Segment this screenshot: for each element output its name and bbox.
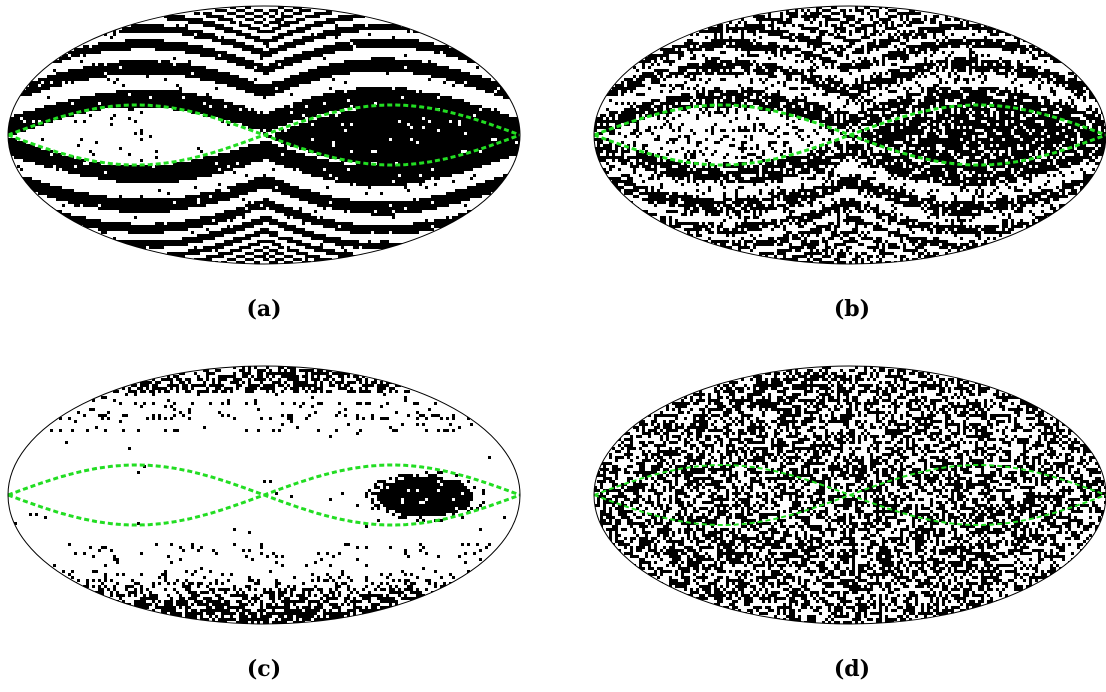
lens-curve-lower [7,463,521,527]
mollweide-map-d [593,365,1106,625]
lens-curve-lower [593,464,1106,526]
caption-c: (c) [246,656,282,682]
caption-d: (d) [833,656,871,682]
caption-a: (a) [246,296,282,322]
panel-c [6,364,522,626]
panel-a [6,4,522,266]
lens-curve-lower [593,103,1106,167]
lens-curve-lower [7,103,521,167]
density-cells [594,366,1106,624]
map-outline [593,365,1106,625]
caption-b: (b) [833,296,871,322]
mollweide-map-b [593,5,1106,265]
mollweide-map-c [7,365,521,625]
map-outline [593,5,1106,265]
map-outline [7,5,521,265]
panel-d [592,364,1106,626]
map-outline [7,365,521,625]
panel-b [592,4,1106,266]
mollweide-map-a [7,5,521,265]
density-cells [14,366,506,624]
